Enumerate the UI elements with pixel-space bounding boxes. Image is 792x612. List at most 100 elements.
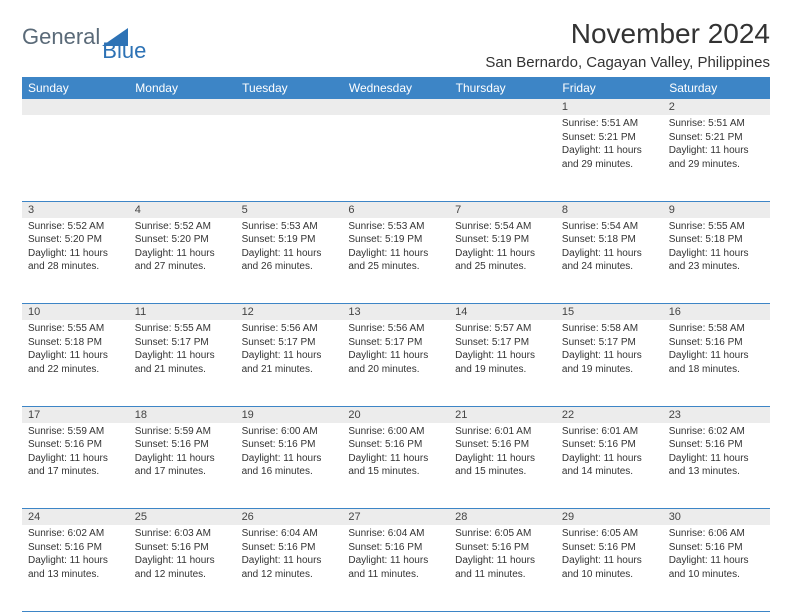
week-row: Sunrise: 5:51 AMSunset: 5:21 PMDaylight:… [22,115,770,201]
day-details: Sunrise: 6:00 AMSunset: 5:16 PMDaylight:… [236,423,343,483]
day-cell: Sunrise: 5:55 AMSunset: 5:18 PMDaylight:… [663,218,770,304]
day-cell [342,115,449,201]
day-number-cell: 24 [22,509,129,526]
day-details: Sunrise: 5:53 AMSunset: 5:19 PMDaylight:… [342,218,449,278]
day-cell: Sunrise: 5:56 AMSunset: 5:17 PMDaylight:… [342,320,449,406]
day-details: Sunrise: 5:59 AMSunset: 5:16 PMDaylight:… [22,423,129,483]
day-number-cell: 10 [22,304,129,321]
day-number-cell: 7 [449,201,556,218]
day-number-cell: 25 [129,509,236,526]
day-cell: Sunrise: 5:55 AMSunset: 5:18 PMDaylight:… [22,320,129,406]
day-details: Sunrise: 5:56 AMSunset: 5:17 PMDaylight:… [342,320,449,380]
day-number-cell: 17 [22,406,129,423]
day-number-cell: 28 [449,509,556,526]
day-cell: Sunrise: 5:58 AMSunset: 5:16 PMDaylight:… [663,320,770,406]
day-cell: Sunrise: 6:01 AMSunset: 5:16 PMDaylight:… [556,423,663,509]
day-header: Saturday [663,77,770,99]
day-cell [449,115,556,201]
day-details: Sunrise: 5:54 AMSunset: 5:19 PMDaylight:… [449,218,556,278]
week-row: Sunrise: 6:02 AMSunset: 5:16 PMDaylight:… [22,525,770,611]
day-header: Sunday [22,77,129,99]
day-header-row: SundayMondayTuesdayWednesdayThursdayFrid… [22,77,770,99]
day-header: Tuesday [236,77,343,99]
day-number-cell [129,99,236,115]
page-title: November 2024 [485,18,770,50]
day-number-cell: 22 [556,406,663,423]
week-row: Sunrise: 5:52 AMSunset: 5:20 PMDaylight:… [22,218,770,304]
day-number-cell: 4 [129,201,236,218]
day-details: Sunrise: 6:00 AMSunset: 5:16 PMDaylight:… [342,423,449,483]
day-cell: Sunrise: 6:02 AMSunset: 5:16 PMDaylight:… [22,525,129,611]
day-number-cell: 30 [663,509,770,526]
location-text: San Bernardo, Cagayan Valley, Philippine… [485,54,770,71]
day-number-cell: 11 [129,304,236,321]
day-cell: Sunrise: 6:05 AMSunset: 5:16 PMDaylight:… [556,525,663,611]
day-cell: Sunrise: 6:04 AMSunset: 5:16 PMDaylight:… [236,525,343,611]
day-number-cell: 12 [236,304,343,321]
day-cell: Sunrise: 5:58 AMSunset: 5:17 PMDaylight:… [556,320,663,406]
brand-logo: General Blue [22,18,174,50]
day-cell: Sunrise: 5:53 AMSunset: 5:19 PMDaylight:… [342,218,449,304]
header: General Blue November 2024 San Bernardo,… [22,18,770,71]
day-cell [236,115,343,201]
day-number-cell [236,99,343,115]
day-cell: Sunrise: 5:56 AMSunset: 5:17 PMDaylight:… [236,320,343,406]
day-details: Sunrise: 6:01 AMSunset: 5:16 PMDaylight:… [449,423,556,483]
day-number-cell [449,99,556,115]
day-details: Sunrise: 5:58 AMSunset: 5:17 PMDaylight:… [556,320,663,380]
day-details: Sunrise: 5:51 AMSunset: 5:21 PMDaylight:… [556,115,663,175]
day-cell: Sunrise: 5:57 AMSunset: 5:17 PMDaylight:… [449,320,556,406]
day-cell: Sunrise: 6:05 AMSunset: 5:16 PMDaylight:… [449,525,556,611]
day-number-cell: 18 [129,406,236,423]
day-details: Sunrise: 5:52 AMSunset: 5:20 PMDaylight:… [22,218,129,278]
title-block: November 2024 San Bernardo, Cagayan Vall… [485,18,770,71]
day-cell: Sunrise: 6:01 AMSunset: 5:16 PMDaylight:… [449,423,556,509]
daynum-row: 24252627282930 [22,509,770,526]
day-number-cell: 29 [556,509,663,526]
day-cell: Sunrise: 5:51 AMSunset: 5:21 PMDaylight:… [556,115,663,201]
day-details: Sunrise: 5:52 AMSunset: 5:20 PMDaylight:… [129,218,236,278]
brand-part1: General [22,24,100,50]
day-number-cell: 13 [342,304,449,321]
day-details: Sunrise: 6:02 AMSunset: 5:16 PMDaylight:… [663,423,770,483]
day-details: Sunrise: 6:05 AMSunset: 5:16 PMDaylight:… [449,525,556,585]
daynum-row: 10111213141516 [22,304,770,321]
day-cell: Sunrise: 6:03 AMSunset: 5:16 PMDaylight:… [129,525,236,611]
day-cell: Sunrise: 6:00 AMSunset: 5:16 PMDaylight:… [236,423,343,509]
day-cell: Sunrise: 6:02 AMSunset: 5:16 PMDaylight:… [663,423,770,509]
day-details: Sunrise: 5:54 AMSunset: 5:18 PMDaylight:… [556,218,663,278]
day-number-cell: 26 [236,509,343,526]
day-details: Sunrise: 5:58 AMSunset: 5:16 PMDaylight:… [663,320,770,380]
day-number-cell: 3 [22,201,129,218]
day-cell: Sunrise: 6:04 AMSunset: 5:16 PMDaylight:… [342,525,449,611]
day-details: Sunrise: 6:01 AMSunset: 5:16 PMDaylight:… [556,423,663,483]
day-details: Sunrise: 6:02 AMSunset: 5:16 PMDaylight:… [22,525,129,585]
day-number-cell: 1 [556,99,663,115]
day-number-cell: 5 [236,201,343,218]
day-number-cell [22,99,129,115]
day-number-cell: 2 [663,99,770,115]
day-details: Sunrise: 5:56 AMSunset: 5:17 PMDaylight:… [236,320,343,380]
daynum-row: 3456789 [22,201,770,218]
day-cell: Sunrise: 5:51 AMSunset: 5:21 PMDaylight:… [663,115,770,201]
day-details: Sunrise: 5:55 AMSunset: 5:18 PMDaylight:… [22,320,129,380]
day-details: Sunrise: 6:05 AMSunset: 5:16 PMDaylight:… [556,525,663,585]
day-header: Monday [129,77,236,99]
day-number-cell [342,99,449,115]
day-number-cell: 19 [236,406,343,423]
day-details: Sunrise: 6:06 AMSunset: 5:16 PMDaylight:… [663,525,770,585]
day-number-cell: 6 [342,201,449,218]
brand-part2: Blue [102,38,146,64]
day-details: Sunrise: 5:59 AMSunset: 5:16 PMDaylight:… [129,423,236,483]
day-details: Sunrise: 5:53 AMSunset: 5:19 PMDaylight:… [236,218,343,278]
day-cell: Sunrise: 6:06 AMSunset: 5:16 PMDaylight:… [663,525,770,611]
day-cell: Sunrise: 5:52 AMSunset: 5:20 PMDaylight:… [22,218,129,304]
day-cell: Sunrise: 5:54 AMSunset: 5:19 PMDaylight:… [449,218,556,304]
day-cell: Sunrise: 5:54 AMSunset: 5:18 PMDaylight:… [556,218,663,304]
day-number-cell: 23 [663,406,770,423]
week-row: Sunrise: 5:55 AMSunset: 5:18 PMDaylight:… [22,320,770,406]
day-number-cell: 15 [556,304,663,321]
day-number-cell: 27 [342,509,449,526]
day-details: Sunrise: 5:57 AMSunset: 5:17 PMDaylight:… [449,320,556,380]
day-number-cell: 14 [449,304,556,321]
